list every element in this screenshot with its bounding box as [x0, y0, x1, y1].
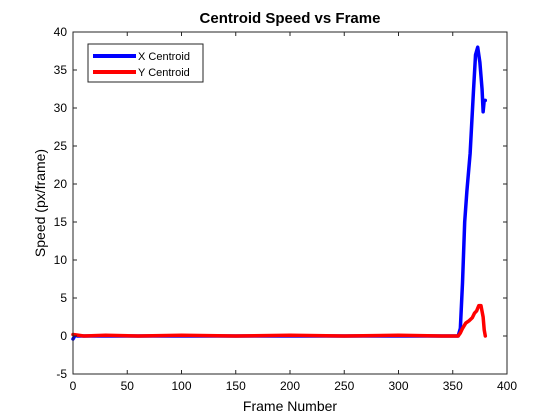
data-point: [476, 310, 478, 312]
data-point: [398, 334, 399, 336]
data-point: [464, 221, 466, 223]
data-point: [83, 335, 85, 337]
legend-label: X Centroid: [138, 51, 190, 63]
x-tick-label: 200: [280, 379, 300, 393]
data-point: [289, 334, 291, 336]
data-point: [475, 54, 477, 56]
x-tick-label: 100: [171, 379, 191, 393]
y-tick-label: 25: [54, 139, 68, 153]
x-tick-label: 150: [226, 379, 246, 393]
data-point: [452, 335, 454, 337]
data-point: [481, 88, 483, 90]
data-point: [482, 316, 484, 318]
data-point: [235, 335, 237, 337]
y-tick-label: 20: [54, 177, 68, 191]
x-axis: 0 50 100 150 200 250 300 350 400: [70, 32, 517, 393]
x-tick-label: 250: [334, 379, 354, 393]
data-point: [457, 335, 459, 337]
data-point: [478, 305, 480, 307]
data-point: [471, 317, 473, 319]
data-point: [343, 335, 345, 337]
data-point: [181, 334, 182, 336]
data-point: [480, 305, 482, 307]
legend-box: [87, 43, 204, 83]
x-tick-label: 400: [497, 379, 517, 393]
plot-area: [73, 32, 507, 374]
y-tick-label: 0: [60, 329, 67, 343]
data-point: [472, 92, 474, 94]
data-point: [483, 99, 485, 101]
y-tick-label: 10: [54, 253, 68, 267]
x-tick-label: 50: [121, 379, 135, 393]
data-point: [473, 312, 475, 314]
data-point: [484, 335, 486, 337]
data-point: [466, 191, 468, 193]
y-tick-label: 15: [54, 215, 68, 229]
y-axis-title: Speed (px/frame): [32, 149, 48, 257]
data-point: [465, 322, 467, 324]
data-point: [483, 329, 485, 331]
data-point: [441, 335, 443, 337]
x-tick-label: 300: [388, 379, 408, 393]
legend-label: Y Centroid: [138, 67, 190, 79]
y-tick-label: 30: [54, 101, 68, 115]
data-point: [484, 99, 486, 101]
data-point: [469, 153, 471, 155]
legend: X Centroid Y Centroid: [87, 43, 204, 83]
data-point: [137, 335, 139, 337]
x-axis-title: Frame Number: [243, 398, 337, 414]
data-point: [479, 61, 481, 63]
data-point: [459, 332, 461, 334]
data-point: [468, 320, 470, 322]
data-point: [462, 327, 464, 329]
data-point: [477, 46, 479, 48]
x-tick-label: 0: [70, 379, 77, 393]
chart-title: Centroid Speed vs Frame: [200, 10, 381, 27]
series-layer: [71, 45, 488, 341]
y-tick-label: 40: [54, 25, 68, 39]
data-point: [105, 334, 107, 336]
y-tick-label: -5: [56, 367, 67, 381]
y-tick-label: 5: [60, 291, 67, 305]
x-tick-label: 350: [443, 379, 463, 393]
y-axis: -5 0 5 10 15 20 25 30 35 40: [54, 25, 507, 381]
y-tick-label: 35: [54, 63, 68, 77]
data-point: [482, 111, 484, 113]
data-point: [462, 282, 464, 284]
